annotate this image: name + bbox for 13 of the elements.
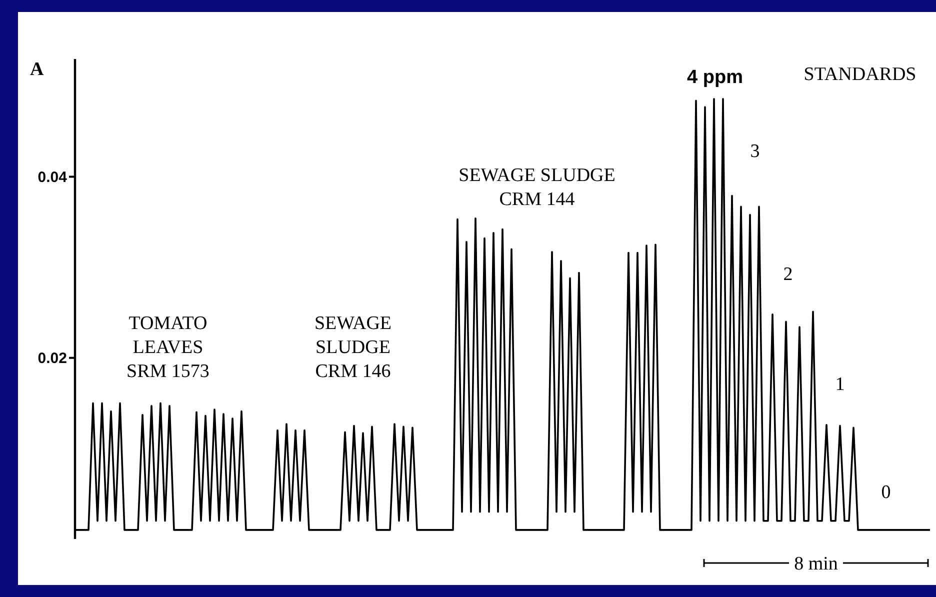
annotation: 3 [750,141,760,162]
annotation: STANDARDS [804,64,916,85]
annotation: 2 [783,264,793,285]
annotation: 1 [835,374,845,395]
annotation: SEWAGE SLUDGE CRM 144 [458,165,616,210]
annotation: TOMATO LEAVES SRM 1573 [126,313,210,382]
annotation: 4 ppm [687,67,743,88]
text: 8 min [794,554,838,575]
y-tick-label: 0.04 [38,168,68,186]
annotation: 0 [881,482,891,503]
annotation: SEWAGE SLUDGE CRM 146 [314,313,392,382]
text: A [30,59,44,80]
y-tick-label: 0.02 [38,350,67,368]
